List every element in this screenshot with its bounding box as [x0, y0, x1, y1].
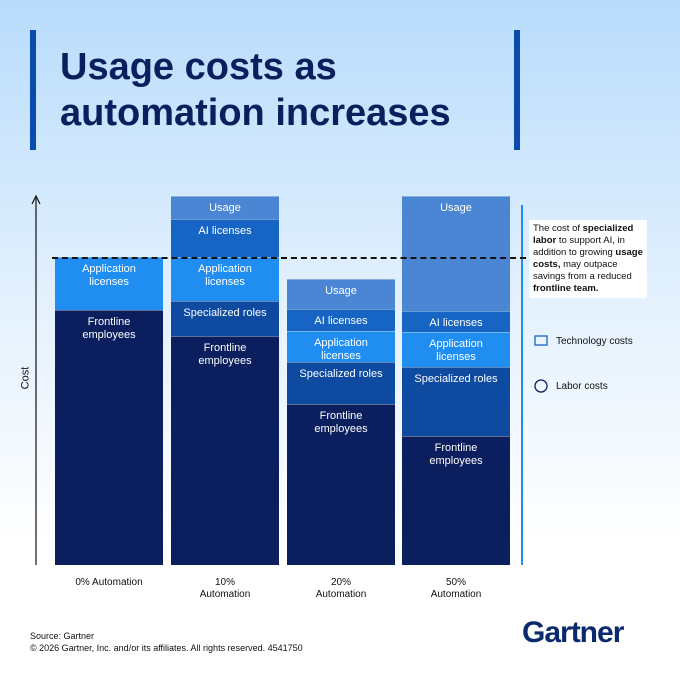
- segment-label: Usage: [209, 202, 241, 214]
- bar-segment: AI licenses: [287, 309, 395, 331]
- bar-segment: Usage: [287, 279, 395, 309]
- x-tick-label: 50% Automation: [430, 577, 482, 600]
- legend-label: Labor costs: [556, 381, 608, 392]
- x-tick-label: 20% Automation: [315, 577, 367, 600]
- annotation-text: frontline team.: [533, 283, 599, 294]
- segment-label: Specialized roles: [183, 307, 267, 319]
- annotation-text: The cost of: [533, 223, 583, 234]
- segment-label: AI licenses: [198, 225, 252, 237]
- frame-bar: [514, 30, 520, 150]
- segment-label: AI licenses: [429, 317, 483, 329]
- axis-arrow: [31, 194, 41, 205]
- segment-label: Frontline employees: [82, 316, 136, 341]
- bar-segment: Specialized roles: [171, 301, 279, 336]
- bar-segment: Frontline employees: [287, 404, 395, 565]
- bar-segment: Application licenses: [287, 331, 395, 362]
- title: Usage costs as automation increases: [60, 46, 451, 134]
- x-tick-label: 0% Automation: [75, 577, 143, 588]
- annotation: The cost of specialized labor to support…: [529, 220, 647, 298]
- annotation-text: to support AI, in addition to growing: [533, 235, 625, 258]
- annotation-text: specialized labor: [533, 223, 634, 246]
- bar-segment: Specialized roles: [402, 367, 510, 436]
- segment-label: Application licenses: [198, 263, 252, 288]
- segment-label: Usage: [325, 285, 357, 297]
- segment-label: Usage: [440, 202, 472, 214]
- tech-icon: [534, 335, 548, 346]
- frame-bar: [30, 30, 36, 150]
- bar-segment: AI licenses: [402, 311, 510, 332]
- segment-label: Frontline employees: [198, 342, 252, 367]
- bar-segment: Application licenses: [55, 257, 163, 310]
- bar-segment: Usage: [171, 196, 279, 219]
- brand-logo: Gartner: [522, 616, 624, 649]
- segment-label: Application licenses: [82, 263, 136, 288]
- bar-segment: Frontline employees: [55, 310, 163, 565]
- segment-label: AI licenses: [314, 315, 368, 327]
- segment-label: Frontline employees: [429, 442, 483, 467]
- segment-label: Application licenses: [429, 338, 483, 363]
- segment-label: Application licenses: [314, 337, 368, 362]
- bar-segment: Specialized roles: [287, 362, 395, 404]
- reference-line: [52, 257, 526, 259]
- segment-label: Frontline employees: [314, 410, 368, 435]
- segment-label: Specialized roles: [414, 373, 498, 385]
- segment-label: Specialized roles: [299, 368, 383, 380]
- x-tick-label: 10% Automation: [199, 577, 251, 600]
- y-axis-label: Cost: [19, 366, 32, 390]
- annotation-text: usage costs,: [533, 247, 643, 270]
- bar-segment: Application licenses: [171, 257, 279, 301]
- bar-segment: Usage: [402, 196, 510, 311]
- copyright: © 2026 Gartner, Inc. and/or its affiliat…: [30, 643, 303, 653]
- annotation-text: may outpace savings from a reduced: [533, 259, 632, 282]
- legend-label: Technology costs: [556, 336, 633, 347]
- labor-icon: [534, 379, 548, 393]
- bar-segment: Frontline employees: [402, 436, 510, 565]
- bar-segment: Frontline employees: [171, 336, 279, 565]
- source: Source: Gartner: [30, 631, 95, 641]
- bar-segment: Application licenses: [402, 332, 510, 367]
- bar-segment: AI licenses: [171, 219, 279, 257]
